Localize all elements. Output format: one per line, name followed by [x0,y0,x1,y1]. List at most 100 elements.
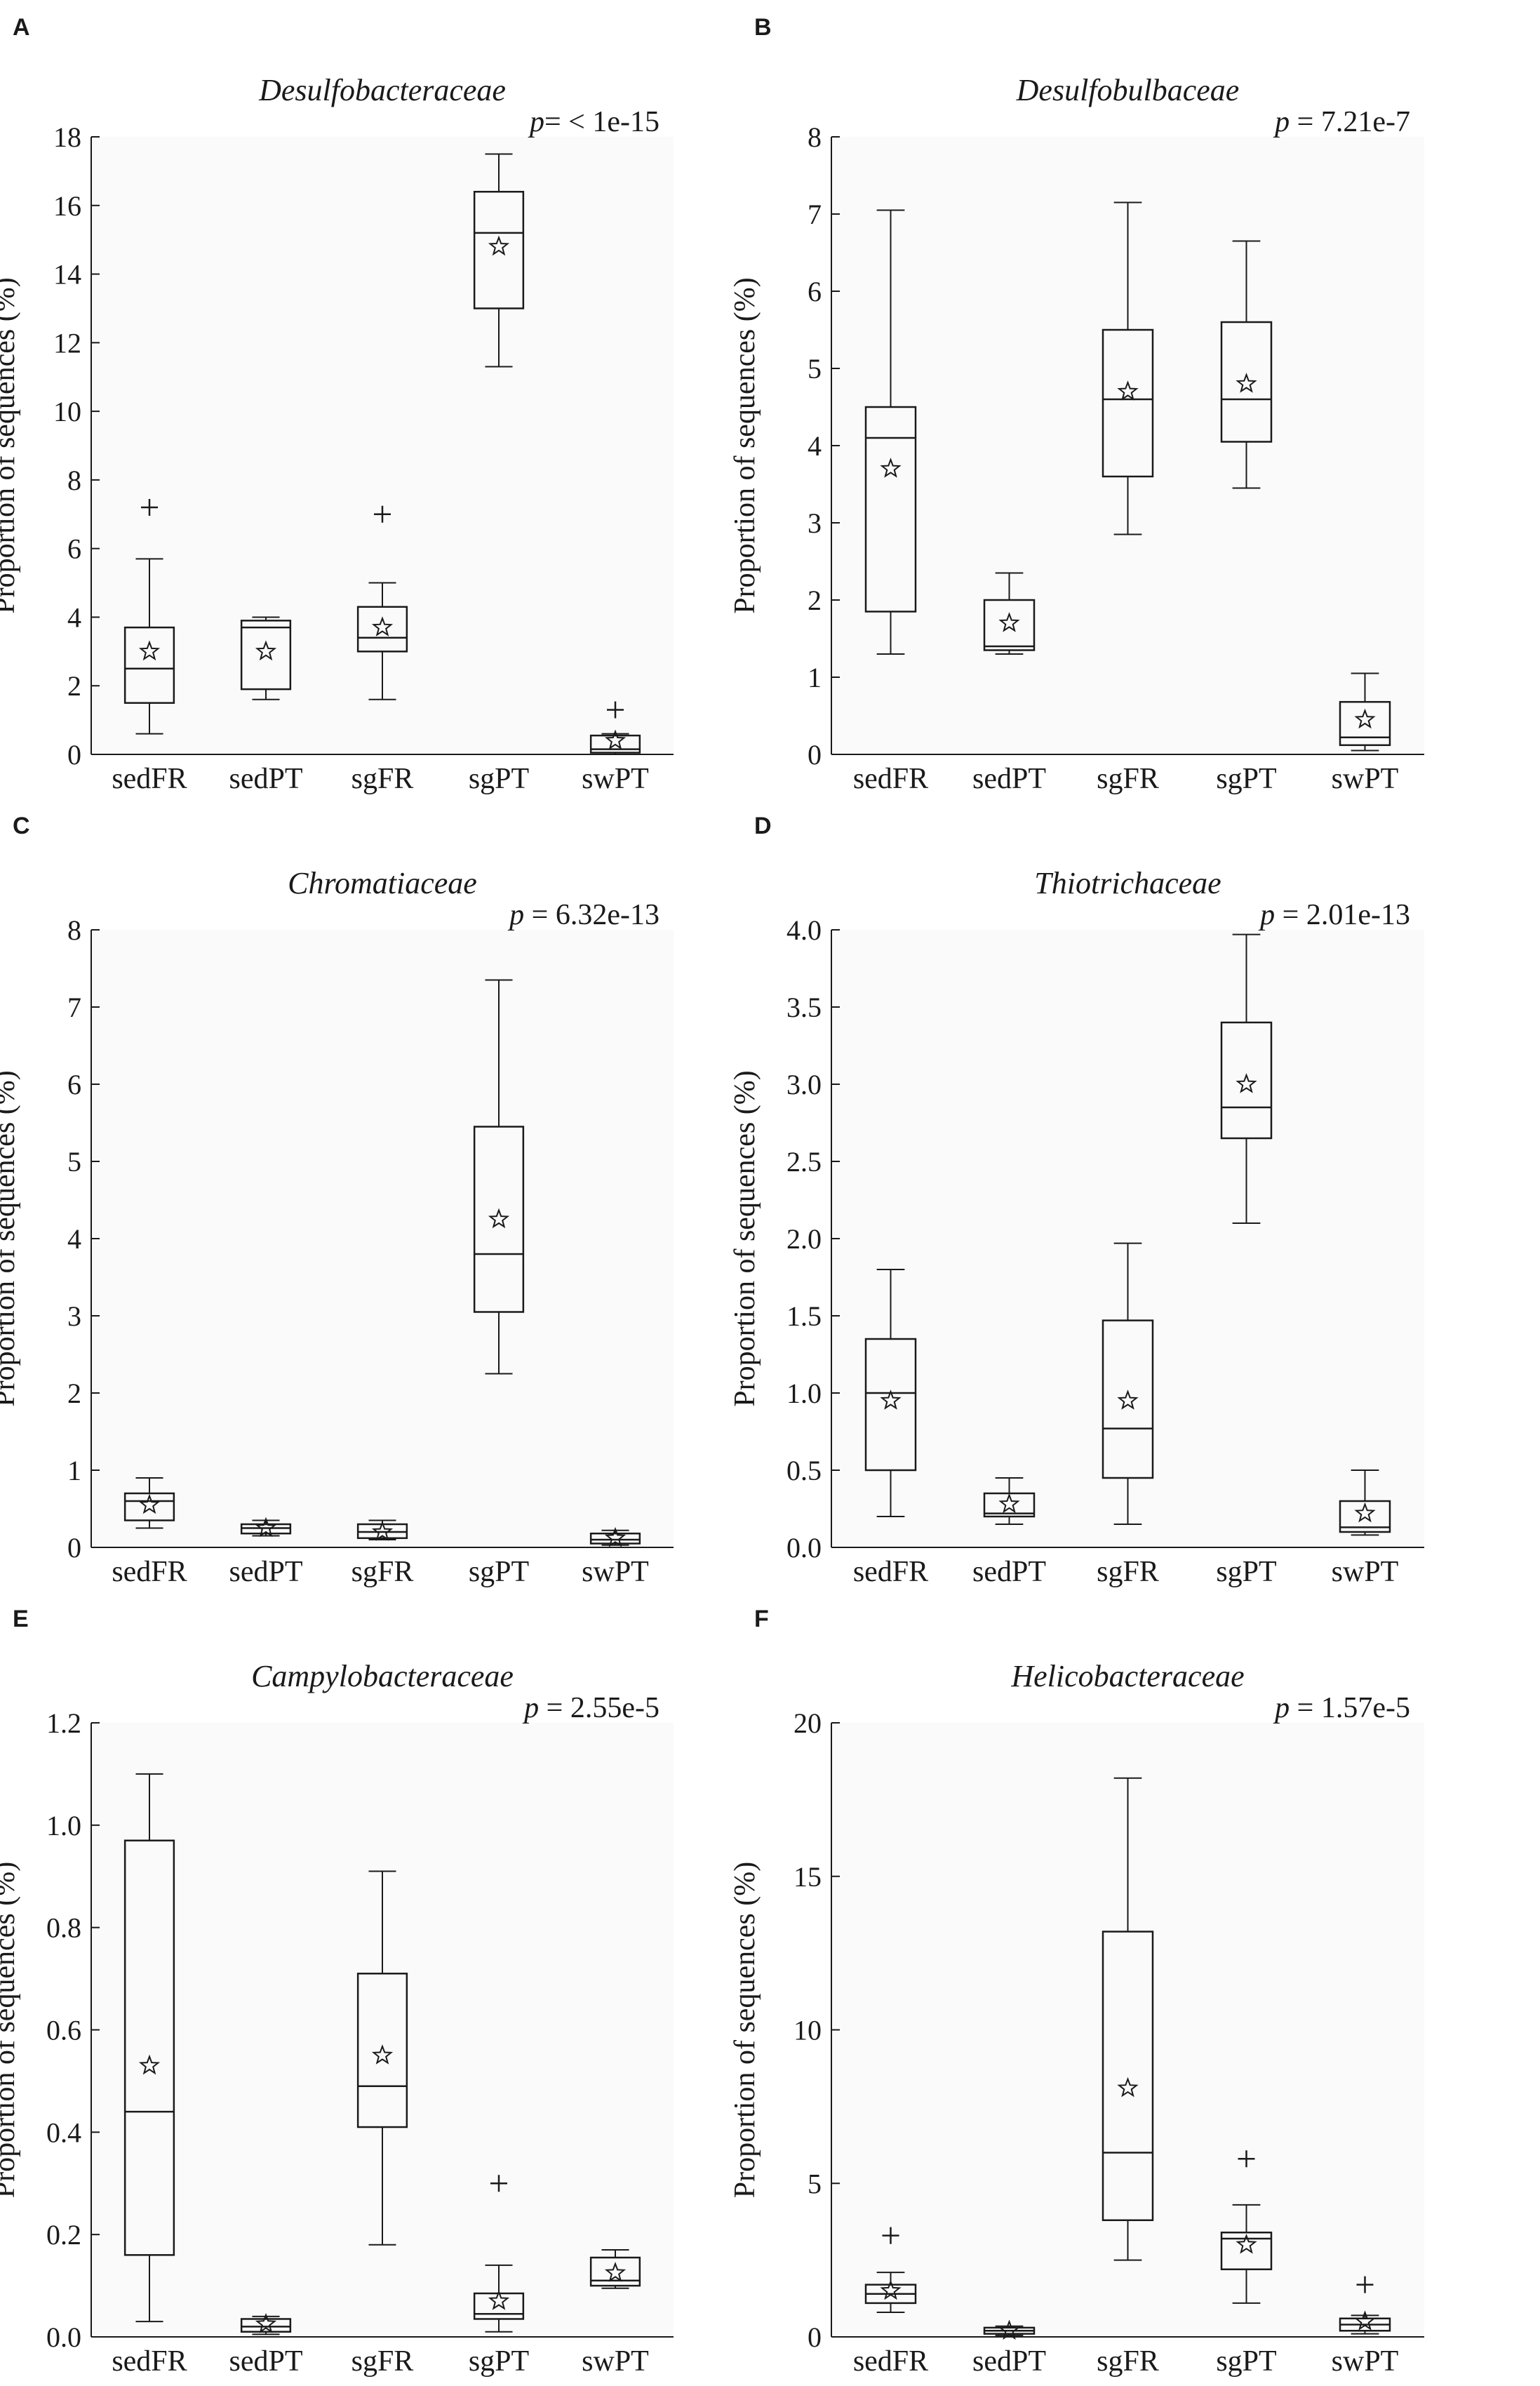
x-tick-label: sedPT [972,1556,1046,1588]
box [123,1492,175,1521]
mean-marker [1236,2233,1257,2254]
y-tick-label: 8 [67,465,81,496]
panel-label: C [13,813,30,839]
mean-marker [138,640,161,661]
mean-marker [1117,1389,1139,1410]
y-tick-label: 1.5 [786,1300,822,1332]
panel-label: E [13,1606,29,1632]
y-tick-label: 6 [67,533,81,565]
box [1220,2232,1273,2270]
box [589,734,641,754]
panel-D: D Thiotrichaceae p = 2.01e-13 Proportion of… [729,813,1424,1588]
outlier-marker [1356,2276,1374,2293]
mean-marker [1354,1502,1376,1523]
box [240,620,292,691]
x-tick-label: sgFR [1097,2345,1159,2378]
y-tick-label: 5 [808,2168,822,2199]
x-tick-label: sedPT [229,763,303,795]
x-tick-label: sedFR [853,2345,928,2378]
x-tick-label: sgFR [351,2345,414,2378]
x-tick-label: sgFR [1097,1556,1159,1588]
box [473,1126,525,1313]
chart-title: Chromatiaceae [288,866,477,900]
y-tick-label: 5 [67,1146,81,1178]
chart-title: Desulfobulbaceae [1016,73,1240,107]
panel-F: F Helicobacteraceae p = 1.57e-5 Proportion … [729,1606,1424,2378]
y-tick-label: 3 [67,1300,81,1332]
p-value-label: p = 2.01e-13 [1258,899,1410,931]
y-tick-label: 0.6 [46,2015,81,2046]
x-tick-label: swPT [582,2345,649,2378]
y-tick-label: 1 [67,1455,81,1486]
y-tick-label: 0.0 [786,1532,822,1564]
mean-marker [255,640,277,661]
y-tick-label: 10 [53,396,81,427]
mean-marker [1117,2077,1139,2098]
plot-area [831,930,1424,1547]
panel-B: B Desulfobulbaceae p = 7.21e-7 Proportion o… [729,14,1424,795]
y-tick-label: 0.0 [46,2321,81,2353]
panel-label: D [754,813,772,839]
mean-marker [371,1521,394,1541]
y-tick-label: 2 [67,670,81,702]
y-tick-label: 8 [808,121,822,153]
y-tick-label: 8 [67,914,81,946]
x-tick-label: swPT [1332,763,1399,795]
panel-C: C Chromatiaceae p = 6.32e-13 Proportion of … [0,813,674,1588]
x-tick-label: sgPT [1216,2345,1276,2378]
mean-marker [604,2262,627,2282]
mean-marker [604,1526,627,1547]
mean-marker [488,1208,510,1229]
y-tick-label: 4 [67,601,81,633]
y-tick-label: 0.5 [786,1455,822,1486]
x-tick-label: sgPT [469,763,529,795]
box [1339,1500,1391,1533]
y-tick-label: 12 [53,327,81,359]
outlier-marker [607,701,624,719]
y-tick-label: 6 [67,1069,81,1100]
x-tick-label: swPT [582,1556,649,1588]
x-tick-label: sedFR [853,763,928,795]
y-tick-label: 0 [808,739,822,771]
y-tick-label: 14 [53,259,81,291]
y-tick-label: 2 [808,585,822,616]
y-tick-label: 5 [808,353,822,385]
x-tick-label: sedFR [112,763,187,795]
box [589,2256,641,2287]
mean-marker [371,2044,394,2065]
y-axis-label: Proportion of sequences (%) [0,277,21,613]
mean-marker [1236,373,1257,393]
box [1102,1931,1154,2221]
x-tick-label: sedPT [972,763,1046,795]
mean-marker [880,2279,902,2300]
mean-marker [1354,708,1376,729]
box [1220,1021,1273,1140]
box [983,599,1036,651]
mean-marker [1354,2310,1376,2331]
mean-marker [1117,380,1139,401]
p-value-label: p = 1.57e-5 [1273,1692,1410,1724]
chart-title: Helicobacteraceae [1010,1659,1244,1693]
y-tick-label: 3.0 [786,1069,822,1100]
mean-marker [998,2319,1020,2340]
box [123,626,175,704]
y-tick-label: 2 [67,1378,81,1409]
x-tick-label: sgPT [1216,763,1276,795]
y-tick-label: 18 [53,121,81,153]
y-tick-label: 4 [67,1223,81,1255]
y-tick-label: 1.2 [46,1707,81,1739]
outlier-marker [374,505,391,523]
chart-title: Thiotrichaceae [1034,866,1221,900]
outlier-marker [490,2175,507,2192]
mean-marker [138,2054,161,2075]
box [1220,321,1273,443]
x-tick-label: sedPT [972,2345,1046,2378]
mean-marker [880,458,902,478]
y-tick-label: 3.5 [786,992,822,1023]
y-tick-label: 0.2 [46,2219,81,2251]
box [1102,1319,1154,1479]
mean-marker [998,612,1020,632]
mean-marker [371,616,394,637]
